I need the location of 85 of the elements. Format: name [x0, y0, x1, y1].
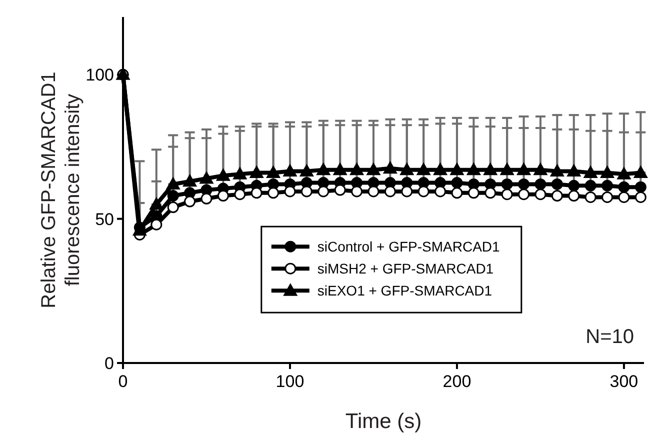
point	[400, 163, 414, 176]
point	[602, 191, 614, 203]
legend-label: siEXO1 + GFP-SMARCAD1	[317, 282, 492, 299]
point	[634, 181, 646, 193]
point	[300, 164, 314, 177]
point	[266, 166, 280, 178]
x-tick-label: 0	[118, 372, 128, 391]
point	[518, 178, 530, 190]
point	[568, 190, 580, 202]
point	[618, 181, 630, 193]
point	[334, 184, 346, 196]
point	[150, 218, 162, 230]
point	[434, 163, 448, 176]
point	[418, 186, 430, 198]
point	[534, 188, 546, 200]
point	[584, 180, 596, 192]
y-tick-label: 0	[104, 354, 114, 373]
point	[484, 187, 496, 199]
point	[284, 186, 296, 198]
point	[316, 163, 330, 176]
x-tick-label: 200	[442, 372, 472, 391]
point	[534, 178, 546, 190]
point	[366, 163, 380, 176]
point	[634, 166, 648, 178]
point	[416, 163, 430, 176]
point	[501, 188, 513, 200]
annotation: N=10	[586, 326, 634, 348]
point	[384, 186, 396, 198]
point	[234, 188, 246, 200]
point	[584, 191, 596, 203]
point	[383, 162, 397, 174]
point	[216, 168, 230, 181]
point	[217, 190, 229, 202]
point	[451, 187, 463, 199]
point	[500, 163, 514, 176]
x-tick-label: 100	[276, 372, 304, 391]
y-tick-label: 50	[95, 210, 114, 229]
point	[466, 163, 480, 176]
point	[568, 180, 580, 192]
point	[333, 163, 347, 176]
point	[233, 167, 247, 180]
legend-label: siMSH2 + GFP-SMARCAD1	[317, 260, 494, 277]
point	[300, 186, 312, 198]
point	[617, 167, 631, 180]
point	[166, 177, 180, 190]
point	[600, 166, 614, 178]
point	[518, 188, 530, 200]
point	[167, 202, 179, 214]
point	[534, 163, 548, 176]
point	[167, 190, 179, 202]
point	[634, 191, 646, 203]
point	[283, 164, 297, 177]
point	[350, 163, 364, 176]
point	[551, 178, 563, 190]
point	[517, 163, 531, 176]
point	[567, 164, 581, 177]
point	[250, 187, 262, 199]
point	[200, 192, 212, 204]
point	[450, 163, 464, 176]
point	[618, 191, 630, 203]
point	[468, 187, 480, 199]
point	[250, 166, 264, 178]
point	[200, 172, 214, 184]
x-axis-title: Time (s)	[345, 410, 422, 433]
point	[150, 198, 164, 210]
point	[434, 186, 446, 198]
point	[184, 196, 196, 208]
y-axis-title: Relative GFP-SMARCAD1 fluorescence intensity	[38, 72, 84, 308]
point	[584, 166, 598, 178]
point	[484, 163, 498, 176]
point	[484, 178, 496, 190]
point	[268, 187, 280, 199]
y-tick-label: 100	[86, 66, 114, 85]
point	[551, 190, 563, 202]
point	[351, 186, 363, 198]
point	[550, 164, 564, 177]
legend-label: siControl + GFP-SMARCAD1	[317, 238, 500, 255]
x-tick-label: 300	[610, 372, 638, 391]
point	[451, 177, 463, 189]
point	[501, 178, 513, 190]
point	[368, 186, 380, 198]
point	[401, 186, 413, 198]
point	[183, 174, 197, 187]
point	[602, 180, 614, 192]
point	[318, 186, 330, 198]
